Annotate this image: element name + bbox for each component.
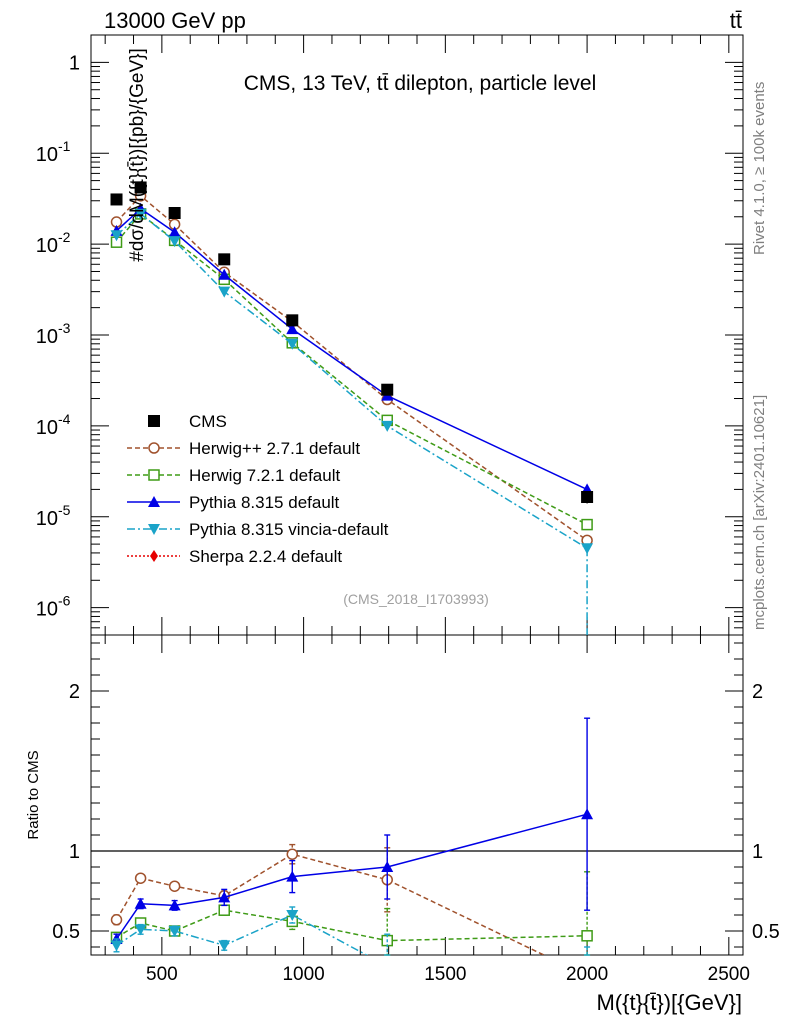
legend-marker [148, 415, 160, 427]
y-tick-label-ratio: 0.5 [52, 921, 80, 943]
beam-label: 13000 GeV pp [104, 8, 246, 33]
series-point-main [381, 420, 394, 432]
y-tick-label-main: 10 [36, 326, 58, 348]
x-tick-label: 1500 [424, 964, 466, 985]
legend-label: Herwig++ 2.7.1 default [189, 439, 360, 458]
analysis-id: (CMS_2018_I1703993) [343, 591, 489, 607]
legend-label: Herwig 7.2.1 default [189, 466, 340, 485]
series-point-ratio [581, 930, 593, 942]
series-point-ratio [286, 910, 299, 921]
series-point-main [286, 323, 299, 335]
legend-label: CMS [189, 412, 227, 431]
series-point-ratio [110, 940, 123, 952]
series-point-main [286, 338, 299, 350]
y-tick-label-main: 10 [36, 508, 58, 530]
reference-point [134, 181, 147, 194]
y-tick-label-ratio-right: 2 [752, 681, 763, 703]
legend-marker [148, 496, 160, 507]
reference-point [168, 206, 181, 219]
series-point-ratio [218, 891, 231, 903]
series-point-main [218, 268, 231, 280]
y-tick-exponent-main: -5 [58, 502, 71, 518]
y-axis-label-ratio: Ratio to CMS [25, 750, 42, 839]
y-tick-label-ratio-right: 1 [752, 841, 763, 863]
series-point-ratio [110, 914, 123, 926]
series-line-main [116, 212, 588, 549]
y-tick-label-main: 10 [36, 599, 58, 621]
series-point-main [110, 230, 123, 242]
series-line-main [115, 194, 588, 541]
mcplots-label: mcplots.cern.ch [arXiv:2401.10621] [751, 395, 768, 630]
y-tick-exponent-main: -4 [58, 411, 71, 427]
legend-marker [148, 524, 160, 535]
legend: CMS Herwig++ 2.7.1 default Herwig 7.2.1 de… [127, 412, 389, 566]
series-line-main [115, 212, 588, 526]
series-point-main [168, 236, 181, 248]
main-series-layer [110, 181, 594, 635]
legend-marker [148, 469, 160, 481]
series-point-main [134, 208, 147, 220]
y-tick-label-ratio-right: 0.5 [752, 921, 780, 943]
y-tick-label-main: 10 [36, 417, 58, 439]
y-tick-label-main: 10 [36, 235, 58, 257]
series-point-ratio [218, 940, 231, 952]
rivet-version-label: Rivet 4.1.0, ≥ 100k events [751, 82, 768, 255]
y-tick-label-ratio: 2 [69, 681, 80, 703]
series-point-ratio [286, 870, 299, 882]
series-point-main [581, 518, 593, 531]
series-line-ratio [116, 909, 588, 942]
series-point-ratio [134, 872, 147, 884]
x-tick-label: 1000 [282, 964, 324, 985]
series-point-ratio [218, 904, 230, 916]
y-tick-exponent-main: -1 [58, 138, 71, 154]
y-axis-label-main: #dσ/dM({t}{t̄})[{pb}/{GeV}] [127, 48, 148, 262]
series-point-ratio [134, 897, 147, 909]
reference-point [110, 193, 123, 206]
legend-marker [150, 550, 158, 562]
series-point-ratio [168, 899, 181, 911]
series-line-ratio [115, 853, 546, 955]
ratio-panel-frame [90, 634, 744, 956]
y-tick-label-ratio: 1 [69, 841, 80, 863]
series-point-ratio [286, 848, 299, 860]
y-tick-label-main: 10 [36, 144, 58, 166]
series-line-ratio [115, 813, 588, 940]
legend-label: Sherpa 2.2.4 default [189, 547, 342, 566]
ratio-series-layer [110, 717, 594, 956]
reference-point [381, 383, 394, 396]
process-label: tt̄ [730, 8, 742, 33]
series-point-ratio [168, 926, 181, 937]
y-tick-label-main: 1 [69, 52, 80, 74]
x-axis-label: M({t}{t̄})[{GeV}] [596, 990, 742, 1015]
y-tick-exponent-main: -2 [58, 229, 71, 245]
x-tick-label: 2500 [708, 964, 750, 985]
series-point-ratio [168, 880, 181, 892]
legend-label: Pythia 8.315 vincia-default [189, 520, 389, 539]
reference-point [286, 314, 299, 327]
y-tick-exponent-main: -6 [58, 593, 71, 609]
x-tick-label: 2000 [566, 964, 608, 985]
legend-marker [148, 442, 160, 454]
main-axes: 110-110-210-310-410-510-6 [36, 34, 743, 636]
series-point-ratio [381, 861, 394, 872]
chart-title: CMS, 13 TeV, tt̄ dilepton, particle leve… [244, 72, 597, 95]
main-panel-frame [90, 34, 744, 636]
series-point-ratio [134, 924, 147, 936]
reference-point [581, 490, 594, 503]
x-tick-label: 500 [146, 964, 178, 985]
reference-point [218, 253, 231, 266]
series-point-ratio [581, 808, 594, 820]
series-point-main [168, 226, 181, 238]
legend-label: Pythia 8.315 default [189, 493, 340, 512]
y-tick-exponent-main: -3 [58, 320, 71, 336]
series-point-main [218, 286, 231, 298]
